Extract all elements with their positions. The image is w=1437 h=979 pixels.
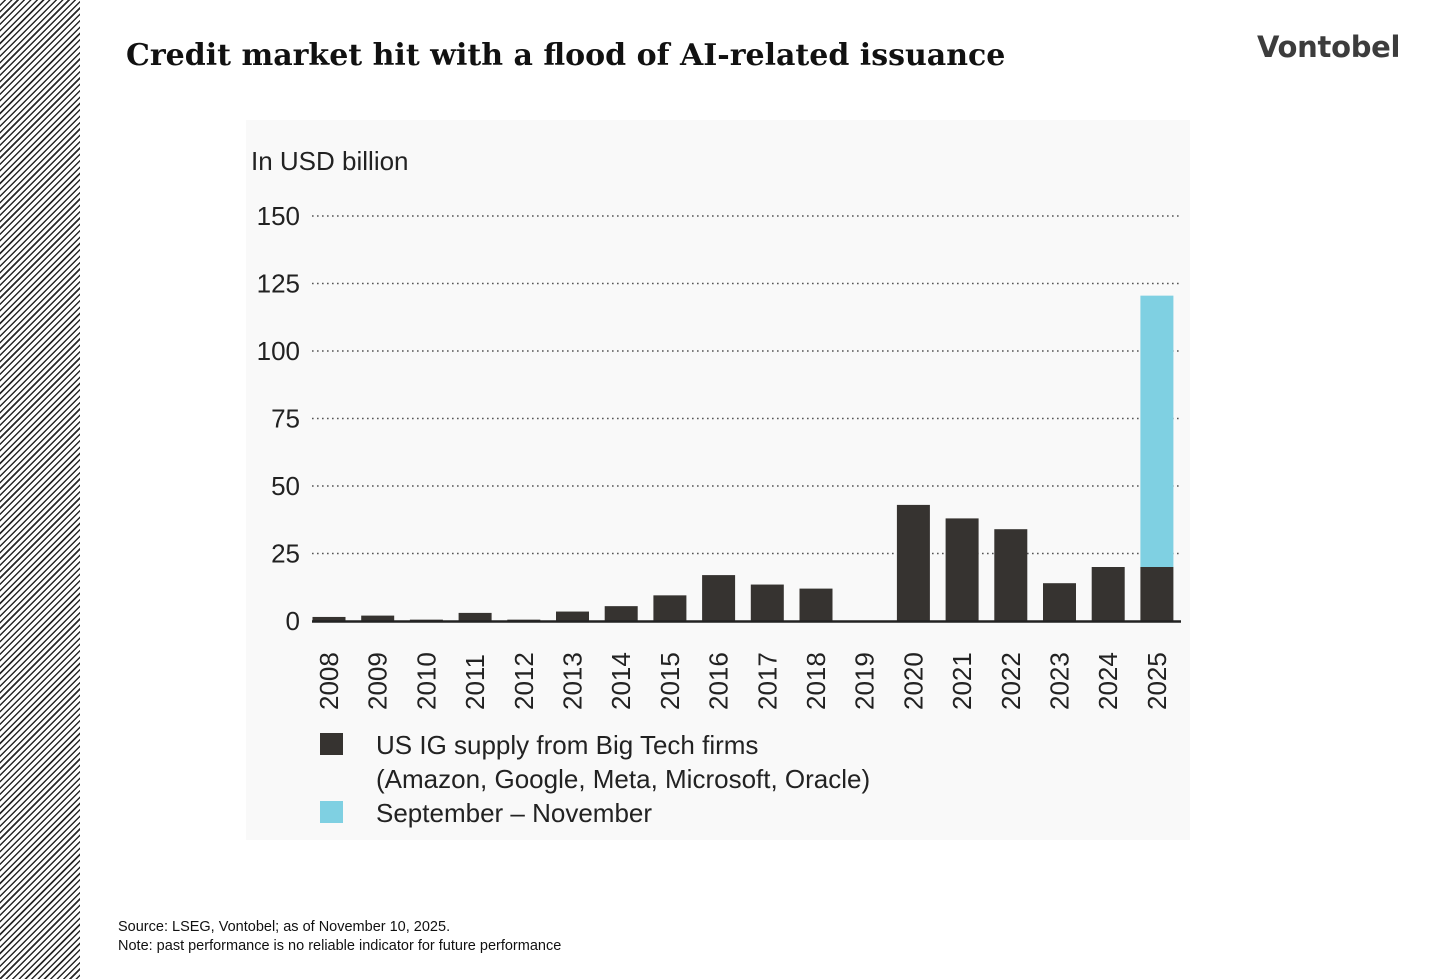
y-tick-label-100: 100 [257,336,300,366]
bar-2025-series-0 [1140,567,1174,621]
legend-label-big-tech: US IG supply from Big Tech firms [376,730,758,760]
source-note: Source: LSEG, Vontobel; as of November 1… [118,919,451,935]
bar-2023-series-0 [1043,583,1076,621]
bar-2024-series-0 [1091,567,1125,621]
x-tick-label-2021: 2021 [947,652,977,710]
hatched-side-band [0,0,80,979]
legend-swatch-sep-nov [320,801,343,823]
bar-2025-series-1 [1140,295,1174,567]
x-tick-label-2015: 2015 [655,652,685,710]
x-tick-label-2012: 2012 [509,652,539,710]
y-tick-labels: 0 25 50 75 100 125 150 [257,201,300,636]
x-tick-label-2008: 2008 [314,652,344,710]
legend: US IG supply from Big Tech firms (Amazon… [320,730,870,828]
x-tick-label-2024: 2024 [1093,652,1123,710]
y-tick-label-150: 150 [257,201,300,231]
x-tick-label-2011: 2011 [460,654,490,710]
bars [312,295,1174,621]
bar-2022-series-0 [994,529,1028,621]
x-tick-label-2018: 2018 [801,652,831,710]
vontobel-logo: Vontobel [1257,30,1401,64]
disclaimer-note: Note: past performance is no reliable in… [118,938,562,954]
y-axis-label: In USD billion [251,146,409,176]
x-tick-label-2013: 2013 [558,652,588,710]
y-tick-label-50: 50 [271,471,300,501]
bar-2009-series-0 [361,615,395,621]
bar-2020-series-0 [896,504,930,621]
x-tick-label-2014: 2014 [606,652,636,710]
y-tick-label-25: 25 [271,539,300,569]
bar-2015-series-0 [653,595,687,621]
bar-2016-series-0 [702,575,736,621]
y-tick-label-0: 0 [286,606,300,636]
x-tick-label-2017: 2017 [752,652,782,710]
x-tick-label-2009: 2009 [363,652,393,710]
bar-2018-series-0 [799,588,833,621]
x-tick-label-2022: 2022 [996,652,1026,710]
bar-2014-series-0 [604,606,638,621]
bar-chart: In USD billion 0 25 50 75 100 125 150 2008 2009… [251,146,1181,828]
x-tick-label-2023: 2023 [1045,652,1075,710]
legend-label-big-tech-firms: (Amazon, Google, Meta, Microsoft, Oracle… [376,764,870,794]
bar-2017-series-0 [750,584,784,621]
x-tick-label-2025: 2025 [1142,652,1172,710]
legend-label-sep-nov: September – November [376,798,652,828]
bar-2011-series-0 [458,612,492,621]
gridlines [312,215,1181,555]
slide-title: Credit market hit with a flood of AI-rel… [126,38,1006,73]
bar-2013-series-0 [556,611,589,621]
legend-swatch-big-tech [320,733,343,755]
x-tick-label-2019: 2019 [850,652,880,710]
x-tick-label-2020: 2020 [898,652,928,710]
bar-2021-series-0 [945,518,979,621]
x-tick-labels: 2008 2009 2010 2011 2012 2013 2014 2015 2016 2017… [314,652,1172,710]
y-tick-label-125: 125 [257,269,300,299]
x-tick-label-2016: 2016 [704,652,734,710]
chart-panel: In USD billion 0 25 50 75 100 125 150 2008 2009… [246,120,1190,840]
x-tick-label-2010: 2010 [411,652,441,710]
y-tick-label-75: 75 [271,404,300,434]
footer: Source: LSEG, Vontobel; as of November 1… [118,918,561,956]
bar-2008-series-0 [312,616,346,621]
